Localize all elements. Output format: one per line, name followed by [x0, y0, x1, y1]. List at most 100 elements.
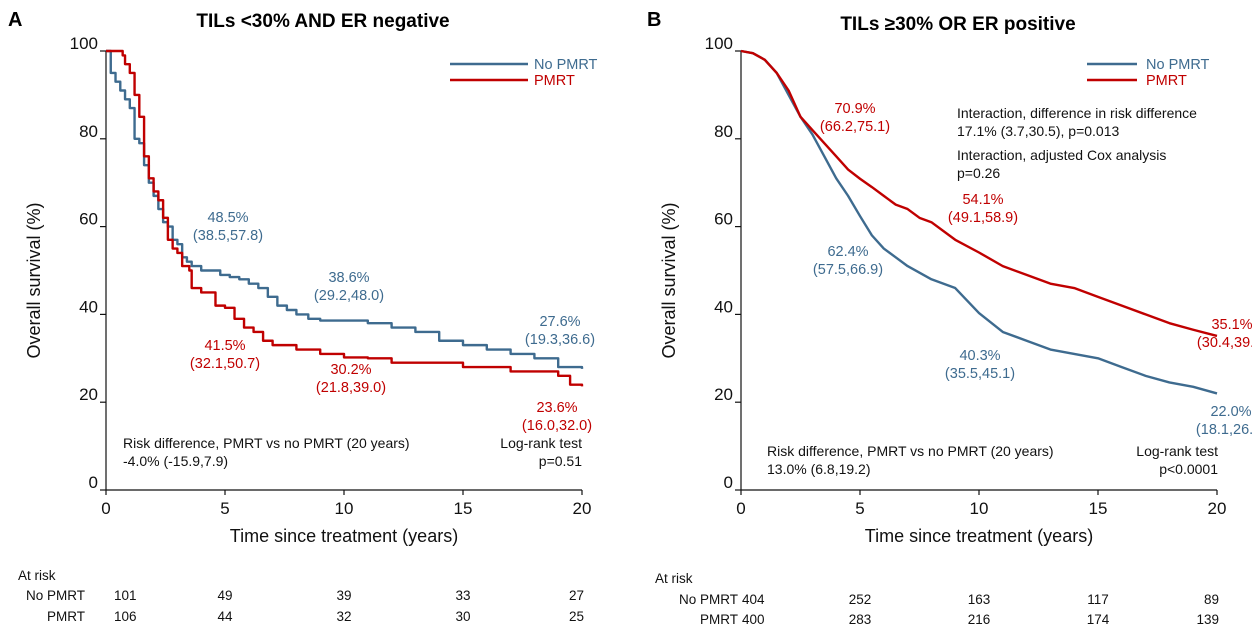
- annotation-ci: (66.2,75.1): [820, 119, 890, 135]
- at-risk-value: 216: [968, 612, 991, 627]
- series-line-pmrt: [106, 49, 584, 387]
- annotation-ci: (29.2,48.0): [314, 288, 384, 304]
- chart-panel-b: B TILs ≥30% OR ER positive 0 5 10 15 20 0 20 40 60…: [647, 9, 1252, 627]
- logrank-value: p=0.51: [539, 453, 582, 469]
- interaction-label: Interaction, adjusted Cox analysis: [957, 147, 1166, 163]
- chart-title: TILs ≥30% OR ER positive: [840, 14, 1075, 35]
- at-risk-value: 25: [569, 609, 584, 624]
- y-tick-label: 60: [79, 210, 98, 229]
- x-tick-label: 20: [1208, 499, 1227, 518]
- y-tick-label: 0: [89, 473, 98, 492]
- at-risk-value: 283: [849, 612, 872, 627]
- y-tick-label: 20: [79, 385, 98, 404]
- at-risk-label: At risk: [655, 571, 693, 586]
- y-tick-label: 80: [714, 122, 733, 141]
- x-tick-label: 0: [736, 499, 745, 518]
- at-risk-value: 404: [742, 592, 765, 607]
- x-tick-label: 15: [454, 499, 473, 518]
- y-tick-label: 20: [714, 385, 733, 404]
- at-risk-value: 39: [336, 588, 351, 603]
- annotation-value: 48.5%: [207, 210, 248, 226]
- interaction-label: Interaction, difference in risk differen…: [957, 105, 1197, 121]
- y-tick-label: 60: [714, 210, 733, 229]
- x-tick-label: 10: [335, 499, 354, 518]
- annotation-ci: (19.3,36.6): [525, 332, 595, 348]
- annotation-value: 62.4%: [827, 244, 868, 260]
- risk-difference-value: -4.0% (-15.9,7.9): [123, 453, 228, 469]
- at-risk-value: 139: [1196, 612, 1219, 627]
- x-axis-label: Time since treatment (years): [230, 526, 458, 546]
- annotation-value: 38.6%: [328, 270, 369, 286]
- logrank-label: Log-rank test: [500, 435, 582, 451]
- y-axis-label: Overall survival (%): [24, 202, 44, 358]
- annotation-value: 41.5%: [204, 338, 245, 354]
- at-risk-row-name: No PMRT: [679, 592, 738, 607]
- at-risk-value: 174: [1087, 612, 1110, 627]
- annotation-ci: (49.1,58.9): [948, 210, 1018, 226]
- y-tick-label: 100: [705, 34, 733, 53]
- annotation-ci: (21.8,39.0): [316, 380, 386, 396]
- y-tick-label: 40: [79, 297, 98, 316]
- x-axis-label: Time since treatment (years): [865, 526, 1093, 546]
- at-risk-row-name: No PMRT: [26, 588, 85, 603]
- x-tick-label: 15: [1089, 499, 1108, 518]
- series-line-pmrt: [740, 49, 1218, 338]
- annotation-ci: (18.1,26.2): [1196, 422, 1252, 438]
- at-risk-value: 163: [968, 592, 991, 607]
- annotation-value: 22.0%: [1210, 404, 1251, 420]
- at-risk-value: 106: [114, 609, 137, 624]
- y-tick-label: 40: [714, 297, 733, 316]
- annotation-value: 40.3%: [959, 348, 1000, 364]
- panel-label: A: [8, 9, 22, 31]
- at-risk-value: 252: [849, 592, 872, 607]
- annotation-value: 35.1%: [1211, 317, 1252, 333]
- risk-difference-label: Risk difference, PMRT vs no PMRT (20 yea…: [767, 443, 1054, 459]
- at-risk-value: 117: [1087, 592, 1109, 607]
- annotation-value: 54.1%: [962, 192, 1003, 208]
- chart-title: TILs <30% AND ER negative: [196, 11, 449, 32]
- at-risk-value: 33: [455, 588, 470, 603]
- panel-label: B: [647, 9, 661, 31]
- at-risk-value: 32: [336, 609, 351, 624]
- legend-label: No PMRT: [1146, 57, 1210, 73]
- y-tick-label: 0: [724, 473, 733, 492]
- legend-label: PMRT: [1146, 73, 1187, 89]
- x-tick-label: 10: [970, 499, 989, 518]
- interaction-value: 17.1% (3.7,30.5), p=0.013: [957, 123, 1119, 139]
- annotation-value: 27.6%: [539, 314, 580, 330]
- annotation-ci: (57.5,66.9): [813, 262, 883, 278]
- at-risk-label: At risk: [18, 568, 56, 583]
- series-line-no-pmrt: [106, 49, 584, 369]
- at-risk-value: 30: [455, 609, 470, 624]
- at-risk-value: 49: [217, 588, 232, 603]
- annotation-ci: (35.5,45.1): [945, 366, 1015, 382]
- interaction-value: p=0.26: [957, 165, 1000, 181]
- chart-panel-a: A TILs <30% AND ER negative 0 5 10 15 20 0 20 40 6…: [8, 9, 598, 624]
- at-risk-row-name: PMRT: [700, 612, 738, 627]
- at-risk-row-name: PMRT: [47, 609, 85, 624]
- annotation-value: 70.9%: [834, 101, 875, 117]
- legend-label: No PMRT: [534, 57, 598, 73]
- at-risk-value: 27: [569, 588, 584, 603]
- at-risk-value: 44: [217, 609, 233, 624]
- annotation-ci: (30.4,39.7): [1197, 335, 1252, 351]
- annotation-value: 23.6%: [536, 400, 577, 416]
- y-tick-label: 80: [79, 122, 98, 141]
- annotation-value: 30.2%: [330, 362, 371, 378]
- legend-label: PMRT: [534, 73, 575, 89]
- x-tick-label: 5: [220, 499, 229, 518]
- x-tick-label: 20: [573, 499, 592, 518]
- x-tick-label: 5: [855, 499, 864, 518]
- logrank-value: p<0.0001: [1159, 461, 1218, 477]
- annotation-ci: (38.5,57.8): [193, 228, 263, 244]
- at-risk-value: 400: [742, 612, 765, 627]
- logrank-label: Log-rank test: [1136, 443, 1218, 459]
- risk-difference-label: Risk difference, PMRT vs no PMRT (20 yea…: [123, 435, 410, 451]
- at-risk-value: 89: [1204, 592, 1219, 607]
- annotation-ci: (32.1,50.7): [190, 356, 260, 372]
- risk-difference-value: 13.0% (6.8,19.2): [767, 461, 871, 477]
- y-tick-label: 100: [70, 34, 98, 53]
- x-tick-label: 0: [101, 499, 110, 518]
- at-risk-value: 101: [114, 588, 137, 603]
